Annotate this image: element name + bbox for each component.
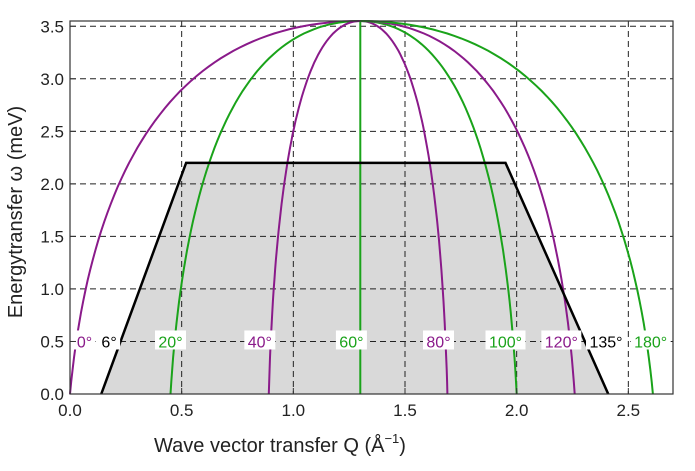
y-tick-label: 0.5 bbox=[40, 332, 64, 351]
angle-label-40: 40° bbox=[248, 334, 272, 351]
y-tick-label: 2.0 bbox=[40, 175, 64, 194]
angle-label-60: 60° bbox=[339, 334, 363, 351]
curve-20-deg bbox=[169, 20, 361, 395]
angle-label-120: 120° bbox=[545, 334, 578, 351]
grid-layer bbox=[70, 21, 673, 394]
angle-label-6: 6° bbox=[101, 334, 116, 351]
angle-label-bg bbox=[630, 330, 671, 350]
y-tick-label: 2.5 bbox=[40, 122, 64, 141]
ticks-layer: 0.0 0.5 1.0 1.5 2.0 2.5 0.0 0.5 1.0 1.5 2.0 2.5 3.0 3… bbox=[40, 17, 640, 420]
plot-frame bbox=[69, 20, 674, 395]
curve-80-deg bbox=[360, 20, 449, 395]
x-tick-label: 2.5 bbox=[617, 401, 641, 420]
angle-label-bg bbox=[423, 330, 454, 350]
angle-label-bg bbox=[485, 330, 526, 350]
angle-label-bg bbox=[586, 330, 626, 350]
angle-label-bg bbox=[98, 330, 121, 350]
accessible-region-boundary bbox=[100, 161, 610, 395]
angle-label-80: 80° bbox=[426, 334, 450, 351]
x-tick-label: 2.0 bbox=[505, 401, 529, 420]
angle-label-0: 0° bbox=[77, 334, 92, 351]
y-tick-label: 3.0 bbox=[40, 70, 64, 89]
angle-label-bg bbox=[73, 330, 96, 350]
curve-100-deg bbox=[360, 20, 518, 395]
angle-label-100: 100° bbox=[489, 334, 522, 351]
y-tick-label: 1.0 bbox=[40, 280, 64, 299]
curve-120-deg bbox=[360, 20, 576, 395]
y-tick-label: 3.5 bbox=[40, 17, 64, 36]
angle-label-bg bbox=[155, 330, 186, 350]
angle-label-180: 180° bbox=[634, 334, 667, 351]
accessible-region bbox=[101, 162, 609, 394]
angle-label-20: 20° bbox=[158, 334, 182, 351]
x-tick-label: 0.0 bbox=[58, 401, 82, 420]
y-tick-label: 1.5 bbox=[40, 227, 64, 246]
angle-labels-layer: 0° 6° 20° 40° 60° 80° 100° 120° 135° 180° bbox=[73, 330, 671, 351]
accessible-region-layer bbox=[101, 162, 609, 394]
curve-180-deg bbox=[360, 20, 654, 395]
x-tick-label: 1.0 bbox=[282, 401, 306, 420]
angle-label-bg bbox=[541, 330, 582, 350]
y-tick-label: 0.0 bbox=[40, 385, 64, 404]
curve-0-deg bbox=[69, 20, 361, 395]
x-axis-title: Wave vector transfer Q (Å−1) bbox=[154, 431, 406, 457]
angle-label-bg bbox=[335, 330, 367, 350]
angle-label-135: 135° bbox=[589, 334, 622, 351]
curve-40-deg bbox=[267, 20, 361, 395]
x-tick-label: 0.5 bbox=[170, 401, 194, 420]
x-tick-label: 1.5 bbox=[393, 401, 417, 420]
angle-label-bg bbox=[244, 330, 276, 350]
y-axis-title: Energytransfer ω (meV) bbox=[5, 106, 27, 318]
